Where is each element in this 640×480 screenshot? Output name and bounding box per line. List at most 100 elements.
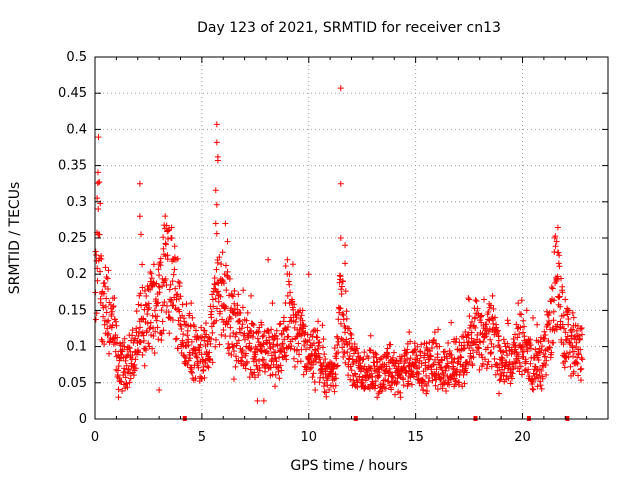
data-point (529, 385, 536, 392)
data-point (236, 317, 243, 324)
data-point (339, 344, 346, 351)
data-point (342, 242, 349, 249)
data-point (291, 301, 298, 308)
data-point (129, 327, 136, 334)
data-point (201, 337, 208, 344)
x-tick-label: 20 (514, 430, 531, 445)
data-point (189, 314, 196, 321)
data-point (233, 330, 240, 337)
data-point (291, 363, 298, 370)
data-point (136, 180, 143, 187)
data-point (345, 355, 352, 362)
data-point (438, 357, 445, 364)
data-point (137, 290, 144, 297)
data-point (215, 298, 222, 305)
data-point (487, 302, 494, 309)
data-point (491, 331, 498, 338)
data-point (159, 283, 166, 290)
data-point (334, 333, 341, 340)
data-point (503, 376, 510, 383)
data-point (259, 356, 266, 363)
data-point (208, 314, 215, 321)
data-point (112, 348, 119, 355)
data-point (354, 345, 361, 352)
data-point (489, 292, 496, 299)
data-point (400, 382, 407, 389)
data-point (133, 308, 140, 315)
data-point (482, 356, 489, 363)
data-point (360, 356, 367, 363)
data-point (110, 303, 117, 310)
data-point (444, 355, 451, 362)
data-point (189, 369, 196, 376)
data-point (442, 348, 449, 355)
data-point (250, 330, 257, 337)
data-point (115, 363, 122, 370)
data-point (569, 326, 576, 333)
data-point (361, 349, 368, 356)
y-tick-label: 0.2 (66, 267, 87, 282)
data-point (466, 313, 473, 320)
data-point (446, 347, 453, 354)
data-point (517, 324, 524, 331)
data-point (445, 340, 452, 347)
data-point (142, 301, 149, 308)
data-point (273, 327, 280, 334)
data-point (126, 345, 133, 352)
data-point (168, 224, 175, 231)
data-point (542, 353, 549, 360)
data-point (272, 349, 279, 356)
data-point (515, 300, 522, 307)
data-point (307, 365, 314, 372)
data-point (578, 365, 585, 372)
y-axis-ticks: 0 0.05 0.1 0.15 0.2 0.25 0.3 0.35 0.4 0.45 0.5 (58, 50, 608, 427)
data-point (335, 338, 342, 345)
data-point (514, 365, 521, 372)
data-point (175, 345, 182, 352)
data-point (285, 278, 292, 285)
data-point (284, 334, 291, 341)
data-point (446, 381, 453, 388)
data-point (346, 340, 353, 347)
data-point (160, 245, 167, 252)
data-point (154, 313, 161, 320)
data-point (527, 360, 534, 367)
data-point (406, 329, 413, 336)
data-point (491, 355, 498, 362)
data-point (220, 326, 227, 333)
data-point (146, 304, 153, 311)
data-point (543, 357, 550, 364)
data-point (92, 316, 99, 323)
data-point (460, 371, 467, 378)
data-point (579, 356, 586, 363)
data-point (464, 332, 471, 339)
data-point (165, 309, 172, 316)
data-point (335, 316, 342, 323)
data-point (335, 349, 342, 356)
data-point (237, 309, 244, 316)
data-point (301, 323, 308, 330)
data-point (194, 354, 201, 361)
data-point (485, 358, 492, 365)
data-point (495, 337, 502, 344)
data-point (474, 305, 481, 312)
data-point (256, 367, 263, 374)
data-point (254, 346, 261, 353)
data-point (431, 329, 438, 336)
data-point (573, 339, 580, 346)
data-point (96, 178, 103, 185)
data-point (483, 365, 490, 372)
data-point (500, 372, 507, 379)
data-point (169, 317, 176, 324)
data-point (565, 321, 572, 328)
data-point (314, 345, 321, 352)
data-point (560, 341, 567, 348)
data-point (155, 336, 162, 343)
data-point (484, 344, 491, 351)
data-point (94, 169, 101, 176)
data-point (481, 296, 488, 303)
data-point (502, 362, 509, 369)
data-point (423, 372, 430, 379)
data-point (508, 375, 515, 382)
data-point (490, 320, 497, 327)
